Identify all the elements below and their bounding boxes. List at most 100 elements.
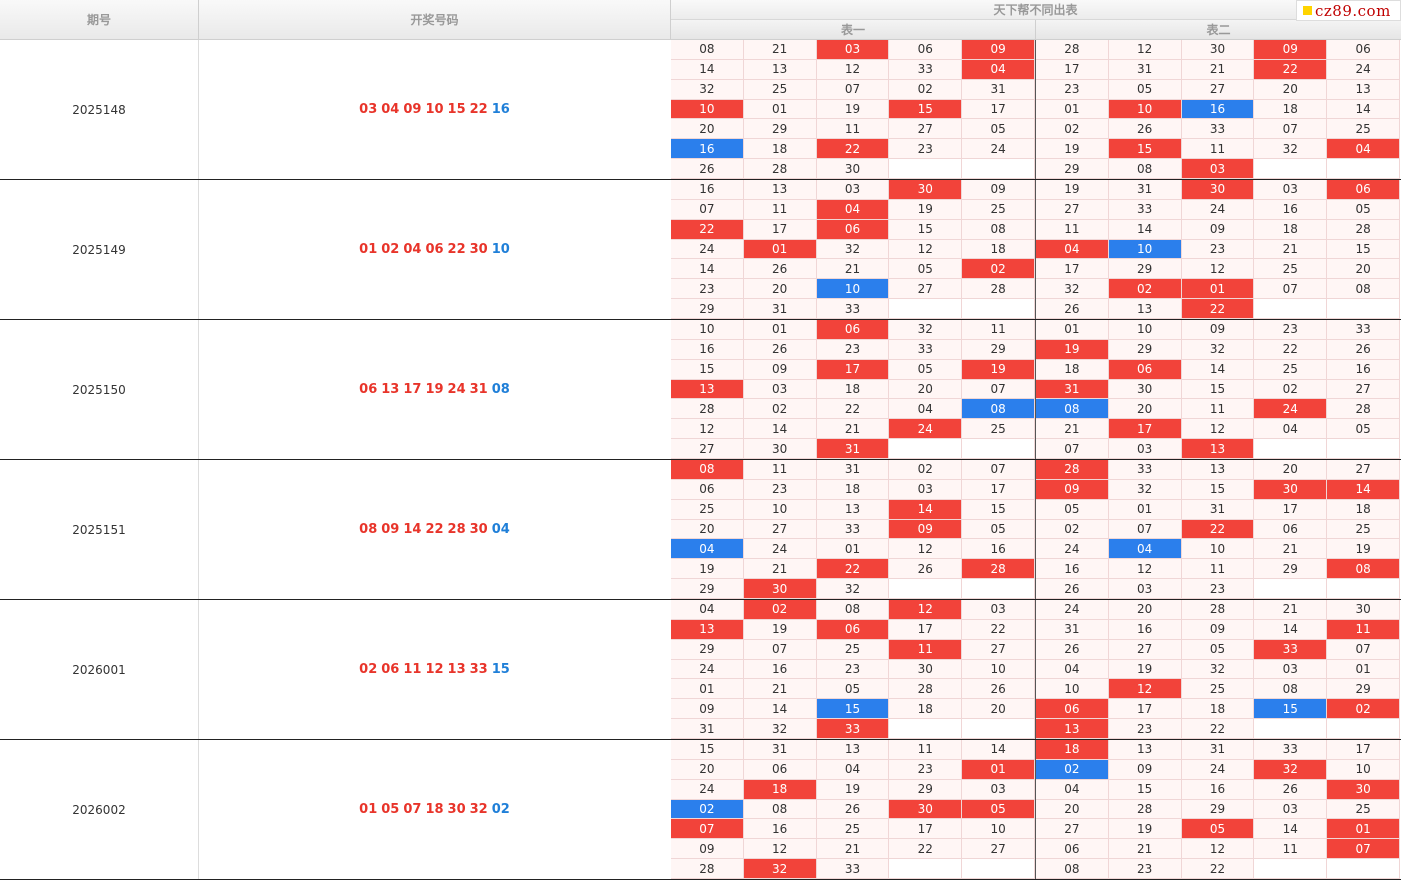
table2-cell: 15	[1108, 779, 1182, 800]
table1-grid: 15 31 13 11 14 20 06 04 23 01 24 18 19 29 03 02 08 26 30 05…	[671, 740, 1036, 879]
table2-cell: 06	[1327, 40, 1400, 60]
table1-cell: 02	[671, 799, 744, 820]
red-ball-number: 09	[403, 102, 422, 117]
table1-cell: 21	[816, 839, 890, 860]
table1-cell: 05	[816, 679, 890, 700]
table2-cell: 19	[1327, 539, 1400, 560]
table2-cell: 31	[1036, 619, 1109, 640]
table2-cell	[1327, 719, 1400, 739]
table2-cell: 18	[1327, 499, 1400, 520]
draw-numbers-cell: 03 04 09 10 15 22 16	[198, 40, 672, 179]
blue-ball-number: 04	[491, 522, 510, 537]
table2-cell: 33	[1254, 740, 1328, 760]
table1-cell: 09	[962, 40, 1035, 60]
table1-cell: 12	[889, 600, 963, 620]
table1-cell: 10	[671, 99, 744, 120]
table2-grid: 28 33 13 20 27 09 32 15 30 14 05 01 31 17 18 02 07 22 06 25…	[1036, 460, 1400, 599]
table1-cell: 11	[889, 639, 963, 660]
table2-cell: 21	[1181, 59, 1255, 80]
table1-cell: 06	[816, 219, 890, 240]
table1-cell: 30	[743, 439, 817, 459]
red-ball-number: 09	[381, 522, 400, 537]
table2-cell	[1254, 859, 1328, 879]
table1-cell: 32	[889, 320, 963, 340]
table2-cell: 33	[1327, 320, 1400, 340]
table1-cell: 20	[671, 119, 744, 140]
table1-cell: 31	[671, 719, 744, 739]
table2-cell: 31	[1108, 180, 1182, 200]
table2-cell: 16	[1036, 559, 1109, 580]
table2-cell: 26	[1036, 299, 1109, 319]
period-cell: 2025151	[0, 460, 199, 599]
table2-cell: 30	[1108, 379, 1182, 400]
table2-cell: 17	[1327, 740, 1400, 760]
table2-cell	[1327, 579, 1400, 599]
table1-cell: 33	[889, 339, 963, 360]
table1-cell: 10	[962, 819, 1035, 840]
draw-rows: 2025148 03 04 09 10 15 22 16 08 21 03 06 09 14 13 12 33 0…	[0, 40, 1401, 880]
table1-cell: 19	[671, 559, 744, 580]
header-table2-label: 表二	[1206, 23, 1231, 37]
header-tables-label: 天下帮不同出表	[993, 3, 1078, 17]
table2-cell	[1327, 159, 1400, 179]
table2-cell: 09	[1181, 619, 1255, 640]
table1-cell: 20	[962, 699, 1035, 720]
table1-cell: 12	[889, 539, 963, 560]
table1-cell: 16	[743, 659, 817, 680]
table2-cell: 07	[1327, 639, 1400, 660]
table2-cell: 15	[1254, 699, 1328, 720]
table1-cell: 23	[816, 339, 890, 360]
table2-cell: 29	[1108, 339, 1182, 360]
table1-cell: 24	[743, 539, 817, 560]
table2-cell: 24	[1181, 759, 1255, 780]
period-cell: 2026002	[0, 740, 199, 879]
table2-cell: 29	[1108, 259, 1182, 280]
table2-cell: 20	[1327, 259, 1400, 280]
table1-cell: 25	[962, 419, 1035, 440]
table1-cell: 24	[671, 659, 744, 680]
period-cell: 2025150	[0, 320, 199, 459]
red-ball-number: 22	[469, 102, 488, 117]
table2-cell: 06	[1036, 839, 1109, 860]
table1-cell: 05	[889, 259, 963, 280]
table1-cell: 08	[962, 399, 1035, 420]
table2-cell: 28	[1108, 799, 1182, 820]
table2-cell: 18	[1181, 699, 1255, 720]
table2-grid: 01 10 09 23 33 19 29 32 22 26 18 06 14 25 16 31 30 15 02 27…	[1036, 320, 1400, 459]
table1-cell: 21	[743, 40, 817, 60]
table2-cell	[1327, 859, 1400, 879]
table1-cell: 03	[816, 40, 890, 60]
red-ball-number: 01	[359, 802, 378, 817]
table1-cell: 31	[816, 439, 890, 459]
table2-grid: 18 13 31 33 17 02 09 24 32 10 04 15 16 26 30 20 28 29 03 25…	[1036, 740, 1400, 879]
red-ball-number: 17	[403, 382, 422, 397]
table2-cell: 01	[1181, 279, 1255, 300]
blue-ball-number: 08	[491, 382, 510, 397]
table2-cell: 13	[1036, 719, 1109, 739]
red-ball-number: 31	[469, 382, 488, 397]
table1-cell: 06	[816, 619, 890, 640]
table2-cell: 26	[1327, 339, 1400, 360]
table1-cell: 14	[671, 259, 744, 280]
table2-cell: 05	[1181, 819, 1255, 840]
table1-cell: 20	[743, 279, 817, 300]
header-table2: 表二	[1036, 20, 1401, 40]
table2-cell: 32	[1254, 759, 1328, 780]
site-logo[interactable]: cz89.com	[1296, 0, 1401, 21]
table1-cell: 08	[816, 600, 890, 620]
table2-cell: 11	[1181, 399, 1255, 420]
table1-cell: 28	[671, 859, 744, 879]
table1-cell: 32	[816, 239, 890, 260]
table1-cell: 33	[816, 719, 890, 739]
table1-cell: 26	[743, 339, 817, 360]
table1-cell: 12	[889, 239, 963, 260]
header-numbers-label: 开奖号码	[410, 13, 459, 27]
table2-cell: 10	[1108, 320, 1182, 340]
table2-cell: 18	[1254, 99, 1328, 120]
table2-cell: 08	[1254, 679, 1328, 700]
table1-cell: 11	[743, 199, 817, 220]
header-numbers: 开奖号码	[199, 0, 671, 40]
table1-cell: 25	[743, 79, 817, 100]
table1-cell: 23	[889, 139, 963, 160]
table2-cell: 01	[1327, 819, 1400, 840]
